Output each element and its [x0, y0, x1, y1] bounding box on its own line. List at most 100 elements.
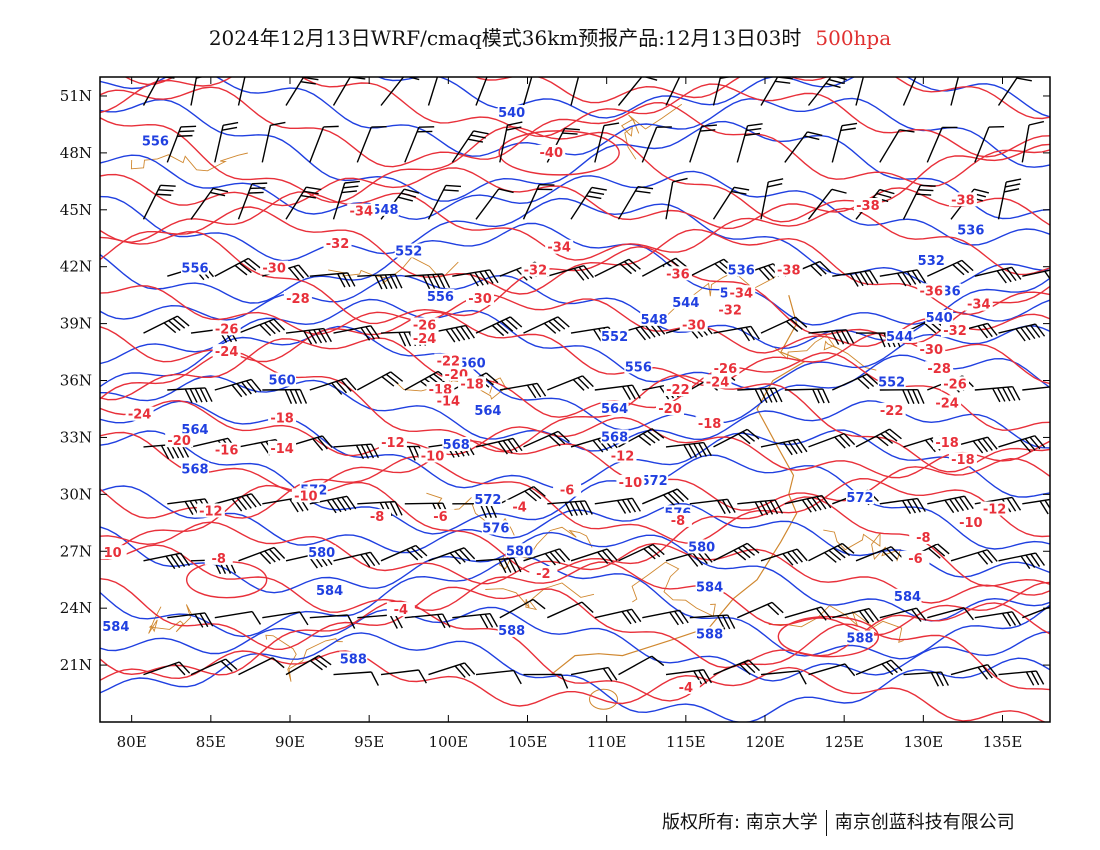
contour-label: 548 [371, 203, 398, 218]
x-tick-label: 115E [666, 733, 706, 751]
contour-label: 544 [886, 330, 913, 345]
contour-label-bg [434, 353, 463, 368]
wind-barb [214, 610, 262, 625]
wind-barb [760, 670, 807, 685]
contour-label-bg [386, 602, 415, 617]
wind-barb [642, 609, 689, 626]
wind-barb [143, 552, 190, 570]
temperature-contour [100, 191, 1050, 276]
wind-barb [190, 187, 229, 220]
contour-label: -12 [381, 436, 405, 451]
contour-label-bg [442, 437, 471, 452]
contour-label-bg [473, 402, 502, 417]
wind-barb [475, 77, 491, 106]
temperature-contour [100, 481, 1050, 587]
contour-label-bg [473, 492, 502, 507]
wind-barb [237, 182, 268, 220]
contour-label: 552 [395, 245, 422, 260]
contour-label: -34 [547, 241, 571, 256]
wind-barb [1022, 385, 1050, 401]
contour-label-bg [663, 266, 692, 281]
contour-label: -28 [927, 362, 951, 377]
contour-label-bg [212, 321, 241, 336]
wind-barb [547, 265, 594, 281]
wind-barb [452, 612, 499, 629]
height-contour [100, 555, 1050, 660]
x-tick-label: 80E [117, 733, 147, 751]
contour-label: -14 [437, 394, 461, 409]
contour-label: -12 [983, 503, 1007, 518]
contour-label-bg [917, 342, 946, 357]
wind-barb [214, 121, 239, 163]
contour-label: -26 [714, 362, 738, 377]
contour-label: -38 [856, 199, 880, 214]
contour-label-bg [679, 317, 708, 332]
hainan-island [589, 688, 618, 710]
wind-barb [832, 607, 879, 624]
wind-barb [713, 325, 760, 342]
contour-label-bg [853, 198, 882, 212]
contour-label-bg [481, 520, 510, 535]
title-main: 2024年12月13日WRF/cmaq模式36km预报产品:12月13日03时 [208, 26, 802, 50]
height-contour [100, 430, 1050, 550]
wind-barb [665, 669, 713, 685]
y-tick-label: 42N [60, 258, 92, 276]
temperature-contour [100, 350, 1050, 473]
wind-barb [1022, 267, 1050, 285]
wind-barb [665, 441, 712, 459]
contour-label-bg [212, 344, 241, 359]
wind-barb [262, 611, 309, 626]
wind-barb [522, 184, 555, 220]
wind-barb [713, 542, 760, 562]
province-boundary [328, 256, 459, 284]
wind-barb [784, 606, 832, 621]
contour-label-bg [339, 651, 368, 666]
contour-label: -18 [935, 436, 959, 451]
contour-label: 560 [269, 374, 296, 389]
contour-label-bg [671, 294, 700, 309]
wind-barb [784, 131, 823, 163]
y-tick-label: 51N [60, 87, 92, 105]
contour-label-bg [466, 290, 494, 305]
contour-label: 568 [601, 430, 628, 445]
wind-barb [261, 121, 286, 163]
wind-barb [974, 125, 1005, 163]
wind-barb [547, 375, 594, 391]
x-tick-label: 85E [196, 733, 226, 751]
wind-barb [309, 125, 339, 163]
contour-label-bg [608, 448, 637, 463]
y-tick-label: 30N [60, 485, 92, 503]
province-boundary [774, 334, 877, 371]
wind-barb [926, 126, 958, 163]
contour-label-bg [418, 448, 447, 463]
wind-barb [475, 188, 514, 220]
contour-label-bg [371, 201, 399, 216]
wind-barb [997, 77, 1035, 106]
contour-label: -8 [370, 510, 384, 525]
y-tick-label: 36N [60, 372, 92, 390]
contour-label-bg [315, 583, 344, 598]
contour-label: 552 [601, 330, 628, 345]
contour-label: 576 [482, 522, 509, 537]
contour-label: 580 [688, 540, 715, 555]
contour-label: -32 [326, 237, 350, 252]
contour-label: -36 [666, 267, 690, 282]
contour-label: 568 [181, 463, 208, 478]
contour-label: -20 [658, 402, 682, 417]
contour-label: -24 [706, 375, 730, 390]
contour-label-bg [846, 630, 874, 645]
wind-barb [998, 670, 1045, 686]
contour-label-bg [933, 435, 962, 450]
wind-barb [855, 546, 903, 562]
wind-barb [167, 612, 214, 628]
wind-barb [1021, 120, 1045, 163]
wind-barb [142, 184, 176, 220]
contour-label-bg [663, 382, 692, 397]
wind-barb [831, 122, 858, 163]
contour-label: -32 [718, 303, 742, 318]
contour-label-bg [505, 499, 534, 514]
wind-barb [998, 435, 1046, 453]
wind-barb [309, 272, 356, 288]
wind-barb [499, 121, 523, 163]
